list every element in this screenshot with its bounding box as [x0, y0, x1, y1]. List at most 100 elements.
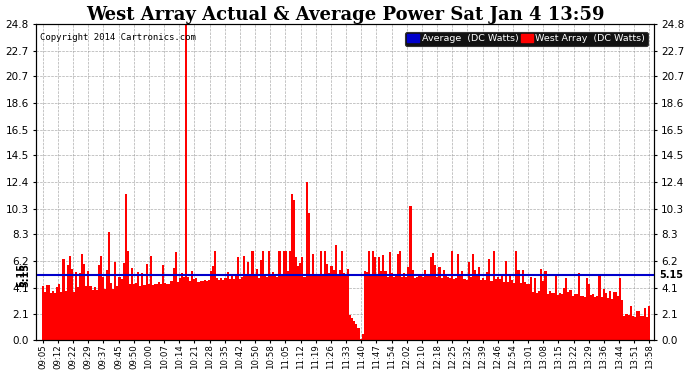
- Bar: [328, 273, 331, 340]
- Bar: [289, 251, 291, 340]
- Bar: [166, 284, 168, 340]
- Bar: [621, 300, 624, 340]
- Bar: [273, 272, 275, 340]
- Bar: [106, 270, 108, 340]
- Bar: [94, 288, 96, 340]
- Bar: [264, 276, 266, 340]
- Bar: [642, 316, 644, 340]
- Bar: [251, 251, 254, 340]
- Bar: [343, 273, 345, 340]
- Bar: [590, 295, 592, 340]
- Bar: [299, 263, 302, 340]
- Bar: [121, 279, 123, 340]
- Bar: [515, 251, 518, 340]
- Bar: [542, 280, 544, 340]
- Bar: [468, 262, 470, 340]
- Bar: [522, 270, 524, 340]
- Bar: [90, 286, 92, 340]
- Bar: [532, 292, 534, 340]
- Bar: [245, 274, 247, 340]
- Bar: [191, 271, 193, 340]
- Bar: [440, 278, 443, 340]
- Bar: [48, 285, 50, 340]
- Bar: [563, 288, 565, 340]
- Bar: [181, 273, 183, 340]
- Bar: [366, 272, 368, 340]
- Bar: [131, 268, 133, 340]
- Bar: [584, 297, 586, 340]
- Bar: [88, 271, 90, 340]
- Bar: [79, 273, 81, 340]
- Bar: [60, 292, 62, 340]
- Bar: [524, 282, 526, 340]
- Bar: [447, 277, 449, 340]
- Bar: [335, 244, 337, 340]
- Bar: [530, 278, 532, 340]
- Bar: [561, 294, 563, 340]
- Bar: [638, 311, 640, 340]
- Bar: [68, 256, 71, 340]
- Bar: [210, 270, 212, 340]
- Bar: [193, 279, 195, 340]
- Bar: [443, 270, 445, 340]
- Bar: [341, 251, 343, 340]
- Bar: [214, 251, 216, 340]
- Bar: [127, 251, 129, 340]
- Bar: [125, 194, 127, 340]
- Bar: [551, 293, 553, 340]
- Bar: [108, 232, 110, 340]
- Bar: [372, 251, 374, 340]
- Bar: [177, 282, 179, 340]
- Bar: [119, 278, 121, 340]
- Bar: [393, 276, 395, 340]
- Bar: [43, 292, 46, 340]
- Bar: [495, 279, 497, 340]
- Bar: [466, 280, 468, 340]
- Bar: [345, 276, 347, 340]
- Bar: [384, 271, 386, 340]
- Bar: [64, 291, 67, 340]
- Bar: [476, 274, 478, 340]
- Bar: [266, 278, 268, 340]
- Bar: [501, 276, 503, 340]
- Bar: [582, 296, 584, 340]
- Bar: [413, 278, 415, 340]
- Bar: [486, 272, 489, 340]
- Bar: [50, 293, 52, 340]
- Bar: [594, 297, 596, 340]
- Bar: [243, 256, 245, 340]
- Bar: [424, 270, 426, 340]
- Bar: [615, 292, 618, 340]
- Title: West Array Actual & Average Power Sat Jan 4 13:59: West Array Actual & Average Power Sat Ja…: [86, 6, 604, 24]
- Bar: [189, 280, 191, 340]
- Bar: [397, 254, 399, 340]
- Bar: [374, 256, 376, 340]
- Bar: [92, 290, 94, 340]
- Bar: [399, 251, 401, 340]
- Bar: [233, 279, 235, 340]
- Bar: [480, 280, 482, 340]
- Bar: [96, 290, 98, 340]
- Bar: [183, 278, 185, 340]
- Bar: [241, 276, 243, 340]
- Bar: [201, 281, 204, 340]
- Bar: [197, 282, 199, 340]
- Bar: [451, 251, 453, 340]
- Bar: [565, 278, 567, 340]
- Bar: [86, 286, 88, 340]
- Text: 5.15: 5.15: [16, 262, 26, 286]
- Bar: [302, 257, 304, 340]
- Bar: [625, 314, 628, 340]
- Bar: [318, 276, 320, 340]
- Bar: [559, 293, 561, 340]
- Bar: [432, 253, 435, 340]
- Bar: [386, 277, 388, 340]
- Bar: [549, 291, 551, 340]
- Bar: [518, 270, 520, 340]
- Bar: [46, 285, 48, 340]
- Bar: [100, 256, 102, 340]
- Bar: [453, 279, 455, 340]
- Bar: [422, 277, 424, 340]
- Bar: [540, 268, 542, 340]
- Bar: [312, 254, 314, 340]
